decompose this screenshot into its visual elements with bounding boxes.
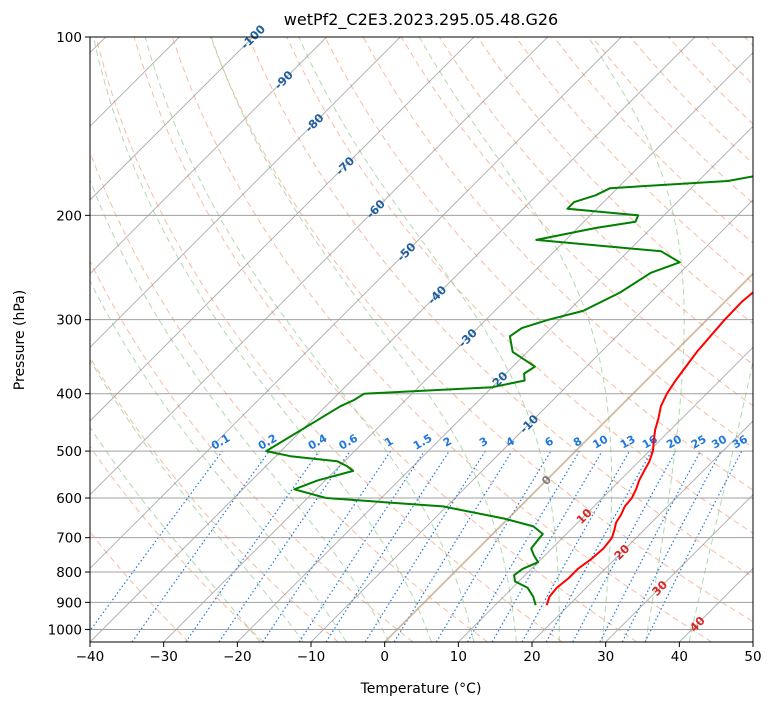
isotherm-zero-line — [384, 272, 753, 642]
x-tick-label: −30 — [149, 649, 178, 665]
dry-adiabat-line — [171, 37, 712, 642]
mixing-ratio-line — [521, 450, 631, 642]
mixing-ratio-line — [325, 450, 450, 642]
isotherm-line — [90, 37, 328, 275]
moist-adiabat-line — [210, 37, 517, 642]
temperature-profile-line — [545, 291, 753, 606]
plot-frame — [89, 36, 754, 643]
dry-adiabat-line — [133, 37, 638, 642]
x-tick-label: 40 — [671, 649, 688, 665]
x-tick-label: −40 — [76, 649, 105, 665]
isotherm-line — [531, 420, 753, 642]
isotherm-line — [605, 493, 753, 642]
dry-adiabat-line — [515, 37, 753, 284]
moist-adiabat-line — [90, 358, 304, 642]
isotherm-line — [90, 37, 254, 201]
x-tick-label: 30 — [597, 649, 614, 665]
dry-adiabat-line — [286, 37, 753, 534]
mixing-ratio-line — [262, 450, 392, 642]
dry-adiabat-line — [324, 37, 753, 491]
isotherm-line — [90, 37, 549, 496]
x-tick-label: 20 — [523, 649, 540, 665]
dry-adiabat-line — [90, 356, 339, 642]
y-tick-label: 600 — [56, 491, 82, 507]
y-axis-label: Pressure (hPa) — [12, 290, 28, 390]
mixing-ratio-line — [572, 450, 677, 642]
x-tick-label: 10 — [450, 649, 467, 665]
mixing-ratio-line — [90, 450, 223, 632]
mixing-ratio-line — [131, 450, 270, 642]
mixing-ratio-line — [393, 450, 513, 642]
mixing-ratio-line — [218, 450, 351, 642]
isotherm-line — [90, 37, 696, 642]
isotherm-line — [236, 125, 753, 642]
mixing-ratio-line — [298, 450, 425, 642]
moist-adiabat-line — [90, 426, 261, 642]
mixing-ratio-line — [644, 450, 743, 642]
y-tick-label: 700 — [56, 531, 82, 547]
y-tick-label: 900 — [56, 595, 82, 611]
mixing-ratio-line — [545, 450, 653, 642]
moist-adiabat-line — [92, 37, 432, 642]
y-tick-label: 300 — [56, 313, 82, 329]
isotherm-line — [310, 199, 753, 642]
isotherm-line — [163, 51, 753, 642]
dry-adiabat-line — [210, 37, 753, 623]
background-lines — [90, 37, 753, 642]
mixing-ratio-line — [185, 450, 320, 642]
series-layer — [265, 175, 753, 606]
dry-adiabat-line — [95, 37, 563, 642]
y-tick-label: 100 — [56, 30, 82, 46]
y-tick-label: 1000 — [48, 622, 82, 638]
x-tick-label: −20 — [223, 649, 252, 665]
moist-adiabat-line — [144, 37, 475, 642]
y-tick-label: 400 — [56, 387, 82, 403]
moist-adiabat-line — [418, 37, 613, 642]
moist-adiabat-line — [688, 358, 753, 642]
chart-title: wetPf2_C2E3.2023.295.05.48.G26 — [284, 10, 558, 30]
x-tick-label: −10 — [297, 649, 326, 665]
x-tick-label: 50 — [744, 649, 761, 665]
dewpoint-profile-line — [265, 175, 753, 606]
y-axis: 1000 900 800 700 600 500 400 300 200 100 — [48, 30, 90, 638]
isotherm-line — [457, 346, 753, 642]
x-tick-label: 0 — [380, 649, 389, 665]
y-tick-label: 200 — [56, 208, 82, 224]
x-axis-label: Temperature (°C) — [360, 681, 482, 697]
dry-adiabat-line — [90, 445, 264, 642]
dry-adiabat-line — [248, 37, 753, 578]
moist-adiabat-line — [90, 178, 390, 642]
x-axis: −40 −30 −20 −10 0 10 20 30 40 50 — [76, 642, 762, 665]
isotherm-line — [90, 37, 622, 570]
y-tick-label: 500 — [56, 444, 82, 460]
isotherm-line — [90, 37, 475, 422]
dry-adiabat-line — [90, 259, 414, 642]
y-tick-label: 800 — [56, 565, 82, 581]
moist-adiabat-line — [587, 37, 685, 642]
isotherm-line — [90, 37, 401, 349]
